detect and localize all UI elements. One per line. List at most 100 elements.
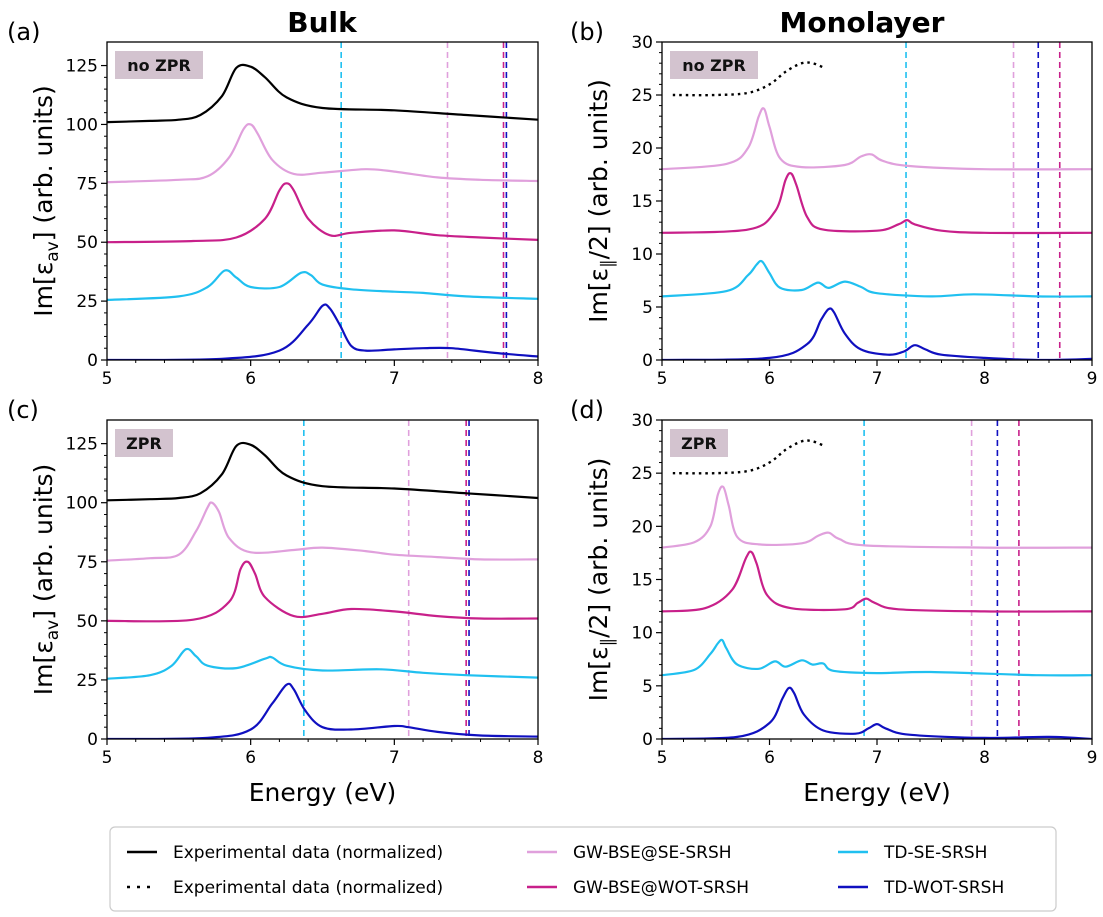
y-tick-label: 125 [66,57,98,77]
y-tick-label: 50 [76,233,98,253]
series-line [107,501,538,562]
y-tick-label: 75 [76,553,98,573]
x-tick-label: 8 [979,748,990,768]
y-tick-label: 0 [642,730,653,750]
y-axis-label: Im[ε∥/2] (arb. units) [584,79,618,323]
x-tick-label: 6 [764,369,775,389]
legend-label: GW-BSE@WOT-SRSH [573,878,749,898]
column-title-monolayer: Monolayer [780,6,945,39]
y-tick-label: 0 [87,730,98,750]
condition-badge [670,51,758,79]
y-axis-label: Im[ε∥/2] (arb. units) [584,458,618,702]
series-line [662,172,1092,235]
legend: Experimental data (normalized) GW-BSE@SE-… [109,826,1057,912]
series-line [662,259,1092,298]
condition-badge [670,429,728,457]
series-line [107,441,538,502]
y-tick-label: 125 [66,435,98,455]
x-tick-label: 5 [102,748,113,768]
y-tick-label: 25 [631,464,653,484]
condition-badge-text: no ZPR [682,56,746,75]
x-axis-label: Energy (eV) [249,778,396,807]
series-line [107,647,538,680]
x-tick-label: 5 [102,369,113,389]
series-line [662,686,1092,739]
series-line [107,182,538,244]
series-line [662,550,1092,613]
y-tick-label: 10 [631,245,653,265]
x-tick-label: 8 [979,369,990,389]
y-tick-label: 15 [631,571,653,591]
x-tick-label: 9 [1087,369,1098,389]
panel-label: (a) [7,18,40,46]
plot-area [107,42,538,360]
x-tick-label: 7 [872,369,883,389]
x-axis-label: Energy (eV) [803,778,950,807]
plot-area [107,420,538,739]
axes-frame [106,41,539,361]
y-tick-label: 50 [76,612,98,632]
axes-frame [661,419,1093,740]
x-tick-label: 5 [657,748,668,768]
panel-label: (b) [570,18,604,46]
legend-label: GW-BSE@SE-SRSH [573,843,732,863]
x-tick-label: 8 [533,369,544,389]
x-tick-label: 6 [245,369,256,389]
legend-label: Experimental data (normalized) [173,878,443,898]
y-tick-label: 25 [76,292,98,312]
x-tick-label: 8 [533,748,544,768]
y-tick-label: 20 [631,139,653,159]
condition-badge-text: ZPR [126,434,162,453]
chart-panel-3: 0 25 50 75 100 125 5 6 7 8 (c) ZPR Im[εav] (arb. uni… [7,396,543,807]
chart-panel-1: 0 25 50 75 100 125 5 6 7 8 (a) no ZPR Im[εav] (arb. … [7,18,543,389]
y-tick-label: 30 [631,411,653,431]
series-line [107,122,538,184]
panel-label: (d) [570,396,604,424]
y-tick-label: 20 [631,517,653,537]
series-line [107,560,538,623]
series-line [107,303,538,360]
panel-label: (c) [7,396,39,424]
axes-frame [661,41,1093,361]
series-line [662,638,1092,677]
y-tick-label: 100 [66,115,98,135]
condition-badge-text: no ZPR [127,56,191,75]
x-tick-label: 7 [389,748,400,768]
series-line [672,61,824,97]
series-line [662,107,1092,171]
y-axis-label: Im[εav] (arb. units) [29,464,63,696]
x-tick-label: 7 [389,369,400,389]
condition-badge [115,429,173,457]
y-tick-label: 0 [642,351,653,371]
y-tick-label: 25 [631,86,653,106]
y-tick-label: 75 [76,174,98,194]
y-tick-label: 15 [631,192,653,212]
axes-frame [106,419,539,740]
y-tick-label: 0 [87,351,98,371]
column-title-bulk: Bulk [287,6,358,39]
condition-badge-text: ZPR [681,434,717,453]
x-tick-label: 7 [872,748,883,768]
series-line [662,485,1092,549]
y-tick-label: 5 [642,298,653,318]
series-line [672,439,824,475]
legend-label: TD-SE-SRSH [883,843,987,863]
series-line [662,307,1092,360]
x-tick-label: 9 [1087,748,1098,768]
series-line [107,269,538,301]
legend-label: TD-WOT-SRSH [883,878,1004,898]
y-tick-label: 30 [631,33,653,53]
series-line [107,63,538,124]
x-tick-label: 6 [764,748,775,768]
x-tick-label: 5 [657,369,668,389]
y-tick-label: 10 [631,624,653,644]
series-line [107,682,538,739]
condition-badge [115,51,203,79]
y-tick-label: 25 [76,671,98,691]
legend-label: Experimental data (normalized) [173,843,443,863]
plot-area [662,42,1092,360]
